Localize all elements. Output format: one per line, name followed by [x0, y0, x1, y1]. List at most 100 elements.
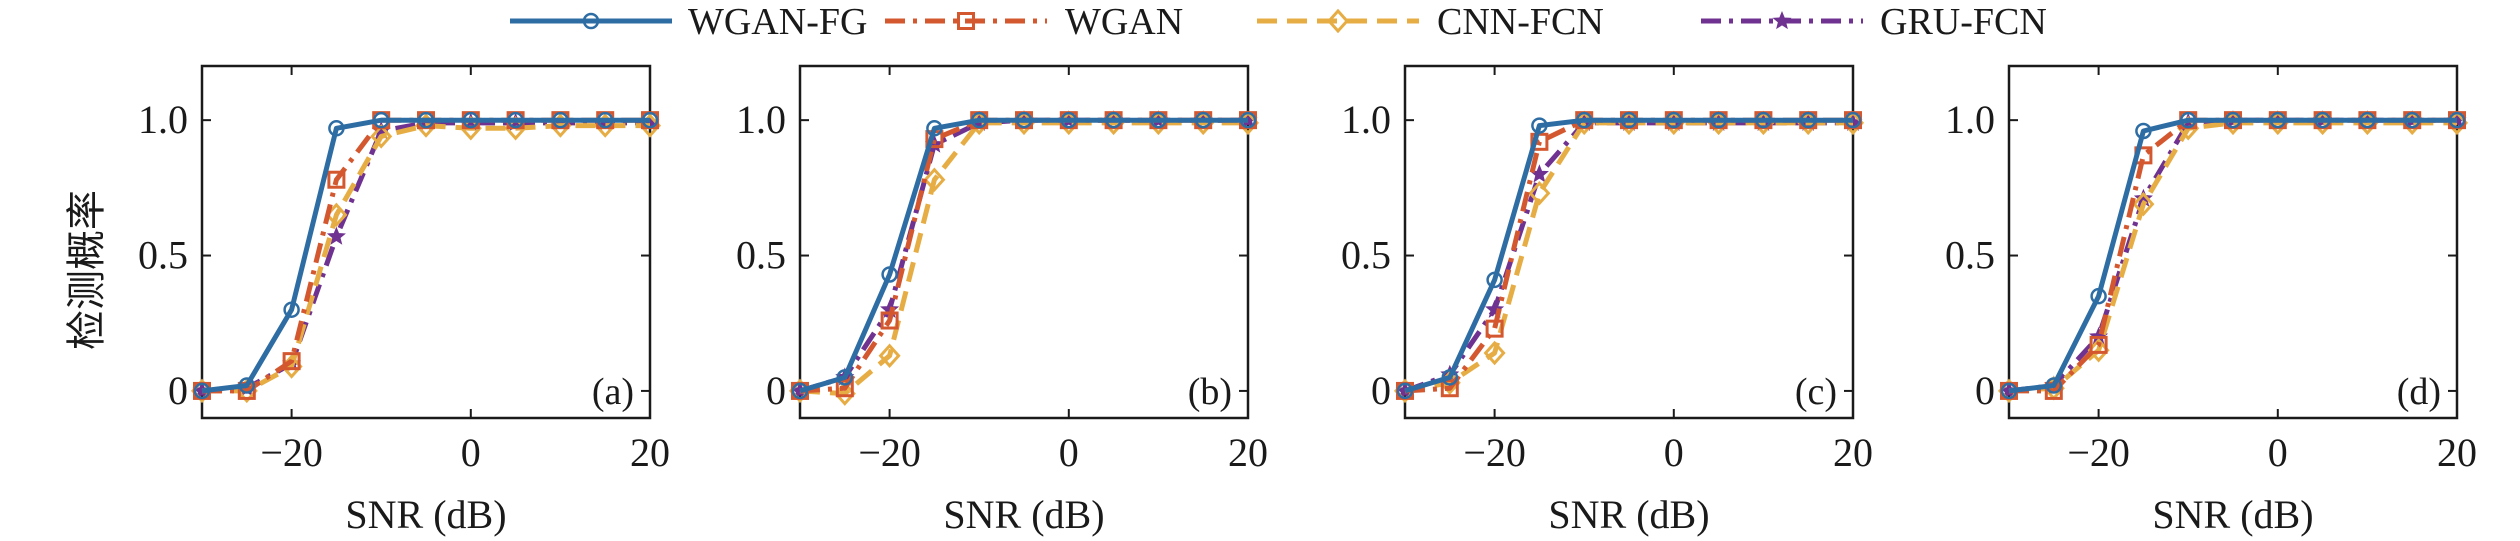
- legend-item-gru-fcn: GRU-FCN: [1701, 1, 2047, 43]
- data-point-wgan-fg: [2045, 377, 2063, 394]
- series-line-cnn-fcn: [2008, 120, 2457, 394]
- panel-label: (a): [592, 371, 634, 413]
- legend-marker-cnn-fcn: [1326, 8, 1350, 34]
- panels: 0 0.5 1.0 −20 0 20 SNR (dB) (a) 0 0.5 1.0 −20 0 20 SNR…: [138, 64, 2477, 537]
- y-tick-label: 1.0: [1341, 97, 1391, 142]
- legend-item-wgan-fg: WGAN-FG: [510, 1, 867, 43]
- series-line-wgan: [1404, 117, 1853, 394]
- data-point-wgan: [327, 170, 346, 189]
- data-point-cnn-fcn: [923, 167, 946, 192]
- series-wgan-fg: [791, 111, 1257, 400]
- x-tick-label: 20: [1228, 430, 1268, 475]
- data-point-wgan-fg: [1799, 111, 1817, 129]
- y-tick-label: 0: [766, 368, 786, 413]
- data-point-wgan-fg: [238, 377, 256, 394]
- data-point-wgan-fg: [2224, 111, 2242, 129]
- data-point-wgan-fg: [193, 382, 211, 400]
- data-point-wgan-fg: [1150, 111, 1167, 129]
- series-wgan-fg: [2000, 111, 2466, 400]
- panel-b: 0 0.5 1.0 −20 0 20 SNR (dB) (b): [736, 64, 1268, 537]
- series-gru-fcn: [1395, 112, 1863, 400]
- y-tick-label: 1.0: [1945, 97, 1995, 142]
- series-wgan: [791, 111, 1257, 400]
- data-point-wgan-fg: [2448, 111, 2466, 129]
- y-tick-label: 1.0: [736, 97, 786, 142]
- series-wgan: [1396, 111, 1862, 400]
- data-point-wgan-fg: [2269, 111, 2287, 129]
- x-tick-label: 20: [2437, 430, 2477, 475]
- y-tick-label: 1.0: [138, 97, 188, 142]
- legend-label-gru-fcn: GRU-FCN: [1880, 1, 2047, 43]
- data-point-wgan-fg: [1105, 111, 1122, 129]
- data-point-wgan-fg: [970, 111, 988, 129]
- data-point-wgan-fg: [1755, 111, 1772, 129]
- data-point-wgan-fg: [836, 369, 854, 386]
- data-point-wgan-fg: [462, 111, 480, 129]
- data-point-wgan-fg: [1665, 111, 1683, 129]
- x-tick-label: −20: [260, 430, 323, 475]
- series-cnn-fcn: [788, 110, 1260, 406]
- plot-area: [200, 64, 652, 420]
- legend-label-wgan: WGAN: [1065, 1, 1183, 43]
- data-point-wgan-fg: [1015, 111, 1033, 129]
- data-point-wgan-fg: [328, 120, 345, 137]
- series-wgan-fg: [193, 111, 659, 400]
- legend-item-wgan: WGAN: [885, 1, 1183, 43]
- data-point-wgan: [1485, 319, 1504, 338]
- data-point-wgan-fg: [372, 111, 390, 129]
- x-tick-label: −20: [1463, 430, 1526, 475]
- legend: WGAN-FG WGAN CNN-FCN GRU-FCN: [510, 1, 2047, 43]
- panel-a: 0 0.5 1.0 −20 0 20 SNR (dB) (a): [138, 64, 670, 537]
- data-point-cnn-fcn: [1483, 340, 1506, 366]
- data-point-wgan-fg: [2314, 111, 2331, 129]
- data-point-wgan-fg: [2135, 122, 2152, 140]
- y-tick-label: 0.5: [138, 233, 188, 278]
- panel-c: 0 0.5 1.0 −20 0 20 SNR (dB) (c): [1341, 64, 1873, 537]
- panel-label: (d): [2397, 371, 2441, 413]
- y-tick-label: 0: [1975, 368, 1995, 413]
- data-point-wgan-fg: [881, 266, 898, 283]
- data-point-wgan-fg: [926, 120, 943, 137]
- data-point-wgan-fg: [1194, 111, 1212, 129]
- x-tick-label: 20: [1833, 430, 1873, 475]
- series-line-gru-fcn: [1404, 120, 1853, 394]
- data-point-wgan-fg: [791, 382, 809, 400]
- x-axis-label: SNR (dB): [943, 492, 1104, 537]
- data-point-wgan-fg: [283, 301, 300, 318]
- x-tick-label: 0: [461, 430, 481, 475]
- series-line-cnn-fcn: [202, 123, 650, 394]
- data-point-wgan-fg: [1710, 111, 1727, 129]
- x-axis-label: SNR (dB): [1548, 492, 1709, 537]
- data-point-wgan-fg: [1060, 111, 1078, 129]
- data-point-wgan-fg: [1620, 111, 1638, 129]
- series-line-wgan-fg: [799, 117, 1248, 394]
- y-tick-label: 0.5: [1341, 233, 1391, 278]
- data-point-wgan-fg: [1844, 111, 1862, 129]
- x-tick-label: 0: [1664, 430, 1684, 475]
- series-line-wgan: [799, 117, 1248, 394]
- y-tick-label: 0: [168, 368, 188, 413]
- x-tick-label: −20: [2067, 430, 2130, 475]
- series-line-wgan: [2009, 117, 2457, 394]
- legend-label-wgan-fg: WGAN-FG: [688, 1, 867, 43]
- series-gru-fcn: [790, 110, 1258, 400]
- panel-d: 0 0.5 1.0 −20 0 20 SNR (dB) (d): [1945, 64, 2477, 537]
- y-axis-label: 检测概率: [64, 190, 109, 350]
- series-line-gru-fcn: [2008, 117, 2457, 394]
- panel-label: (c): [1795, 371, 1837, 413]
- data-point-cnn-fcn: [370, 124, 393, 149]
- data-point-wgan-fg: [2179, 111, 2197, 129]
- legend-marker-gru-fcn: [1772, 10, 1792, 30]
- x-tick-label: 0: [1059, 430, 1079, 475]
- data-point-wgan: [1440, 379, 1459, 398]
- data-point-wgan-fg: [552, 111, 569, 129]
- series-cnn-fcn: [1393, 110, 1865, 404]
- data-point-wgan: [282, 352, 301, 371]
- data-point-wgan-fg: [1396, 382, 1414, 400]
- plot-area: [1403, 64, 1855, 420]
- data-point-cnn-fcn: [2132, 191, 2155, 217]
- legend-label-cnn-fcn: CNN-FCN: [1437, 1, 1604, 43]
- data-point-wgan-fg: [1239, 111, 1257, 129]
- x-tick-label: 0: [2268, 430, 2288, 475]
